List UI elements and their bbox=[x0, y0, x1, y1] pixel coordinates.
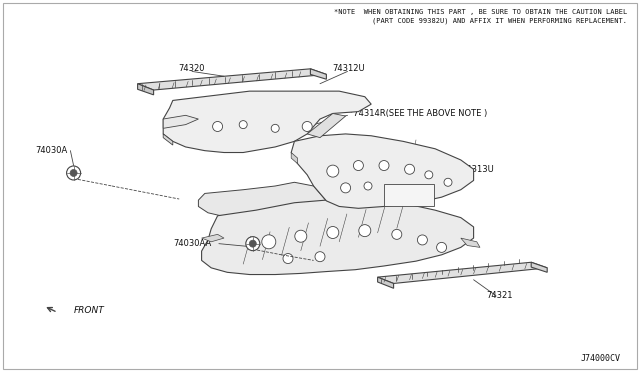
Polygon shape bbox=[202, 234, 224, 242]
Text: FRONT: FRONT bbox=[74, 306, 104, 315]
Polygon shape bbox=[378, 262, 547, 283]
Polygon shape bbox=[198, 182, 326, 218]
Polygon shape bbox=[163, 91, 371, 153]
Polygon shape bbox=[202, 199, 474, 275]
Circle shape bbox=[302, 122, 312, 131]
Polygon shape bbox=[310, 69, 326, 79]
Polygon shape bbox=[163, 134, 173, 145]
Text: 74320: 74320 bbox=[179, 64, 205, 73]
Circle shape bbox=[425, 171, 433, 179]
Text: *74314R(SEE THE ABOVE NOTE ): *74314R(SEE THE ABOVE NOTE ) bbox=[349, 109, 487, 118]
Circle shape bbox=[262, 235, 276, 249]
Polygon shape bbox=[138, 84, 154, 95]
Circle shape bbox=[364, 182, 372, 190]
Circle shape bbox=[379, 161, 389, 170]
Circle shape bbox=[327, 165, 339, 177]
Polygon shape bbox=[461, 238, 480, 247]
Circle shape bbox=[246, 237, 260, 251]
Circle shape bbox=[404, 164, 415, 174]
Text: 74313U: 74313U bbox=[461, 165, 493, 174]
FancyBboxPatch shape bbox=[384, 185, 434, 206]
Circle shape bbox=[315, 252, 325, 262]
Circle shape bbox=[392, 230, 402, 239]
Text: SEC. 991: SEC. 991 bbox=[400, 180, 434, 189]
Polygon shape bbox=[291, 153, 298, 164]
Circle shape bbox=[359, 225, 371, 237]
Text: (99382U): (99382U) bbox=[400, 193, 436, 202]
Circle shape bbox=[283, 254, 293, 263]
Text: 74030AA: 74030AA bbox=[173, 239, 211, 248]
Polygon shape bbox=[291, 134, 474, 208]
Circle shape bbox=[444, 178, 452, 186]
Polygon shape bbox=[163, 115, 198, 128]
Circle shape bbox=[353, 161, 364, 170]
Circle shape bbox=[417, 235, 428, 245]
Polygon shape bbox=[138, 69, 326, 90]
Text: (PART CODE 99382U) AND AFFIX IT WHEN PERFORMING REPLACEMENT.: (PART CODE 99382U) AND AFFIX IT WHEN PER… bbox=[372, 17, 627, 24]
Circle shape bbox=[340, 183, 351, 193]
Circle shape bbox=[212, 122, 223, 131]
Polygon shape bbox=[307, 113, 346, 138]
Text: *NOTE  WHEN OBTAINING THIS PART , BE SURE TO OBTAIN THE CAUTION LABEL: *NOTE WHEN OBTAINING THIS PART , BE SURE… bbox=[334, 9, 627, 15]
Circle shape bbox=[271, 124, 279, 132]
Text: J74000CV: J74000CV bbox=[581, 354, 621, 363]
Circle shape bbox=[295, 230, 307, 242]
Circle shape bbox=[327, 227, 339, 238]
Text: 74321: 74321 bbox=[486, 291, 513, 300]
Polygon shape bbox=[378, 277, 394, 288]
Text: 74312U: 74312U bbox=[333, 64, 365, 73]
Text: 74030A: 74030A bbox=[35, 146, 67, 155]
Circle shape bbox=[250, 240, 256, 247]
Circle shape bbox=[67, 166, 81, 180]
Circle shape bbox=[239, 121, 247, 129]
Circle shape bbox=[70, 170, 77, 176]
Circle shape bbox=[436, 243, 447, 252]
Polygon shape bbox=[531, 262, 547, 272]
